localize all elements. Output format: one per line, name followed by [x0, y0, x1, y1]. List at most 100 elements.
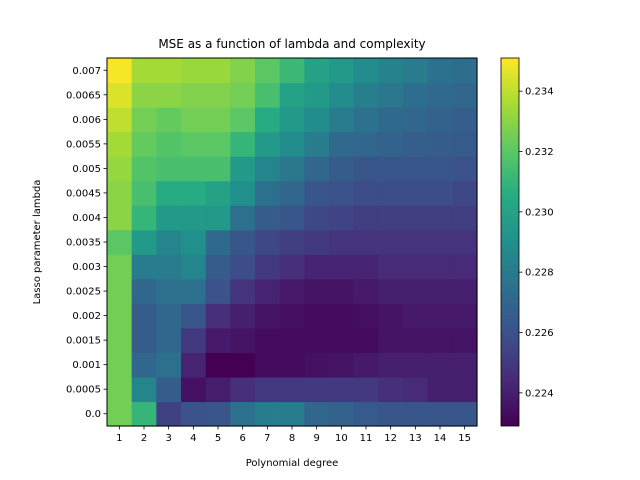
heatmap-cell	[181, 278, 207, 304]
x-tick-label: 15	[458, 433, 471, 444]
heatmap-cell	[329, 156, 355, 182]
chart-title: MSE as a function of lambda and complexi…	[158, 37, 425, 51]
heatmap-cell	[255, 107, 281, 133]
heatmap-cell	[403, 229, 429, 255]
heatmap-cell	[378, 376, 404, 403]
y-tick-label: 0.0035	[66, 238, 101, 249]
heatmap-cell	[181, 303, 207, 329]
heatmap-cell	[230, 376, 256, 403]
heatmap-cell	[181, 229, 207, 255]
heatmap-cell	[329, 303, 355, 329]
y-axis: 0.0 0.0005 0.001 0.0015 0.002 0.0025 0.003 0.00…	[66, 66, 107, 420]
heatmap-cell	[230, 278, 256, 304]
heatmap-cell	[378, 58, 404, 84]
heatmap-cell	[107, 229, 133, 255]
heatmap-cell	[403, 376, 429, 403]
heatmap-cell	[131, 180, 157, 206]
heatmap-cell	[378, 156, 404, 182]
heatmap-cell	[452, 254, 478, 280]
heatmap-cell	[427, 107, 453, 133]
heatmap-cell	[427, 254, 453, 280]
heatmap-cell	[279, 58, 305, 84]
heatmap-cell	[452, 327, 478, 353]
heatmap-cell	[304, 278, 330, 304]
heatmap-cell	[353, 107, 379, 133]
heatmap-cell	[131, 327, 157, 353]
heatmap-cell	[304, 180, 330, 206]
colorbar: 0.224 0.226 0.228 0.230 0.232 0.234	[500, 57, 554, 427]
heatmap-cell	[427, 229, 453, 255]
heatmap-cell	[156, 254, 182, 280]
y-tick-label: 0.0005	[66, 385, 101, 396]
heatmap-cell	[230, 82, 256, 108]
heatmap-cell	[304, 254, 330, 280]
heatmap-cell	[205, 156, 231, 182]
heatmap-cell	[452, 278, 478, 304]
y-tick-label: 0.003	[72, 262, 101, 273]
heatmap-cell	[279, 376, 305, 403]
heatmap-cell	[329, 58, 355, 84]
heatmap-cell	[279, 278, 305, 304]
heatmap-cell	[353, 156, 379, 182]
y-tick-label: 0.001	[72, 360, 101, 371]
y-tick-label: 0.0055	[66, 139, 101, 150]
heatmap-cell	[378, 352, 404, 378]
heatmap-cell	[181, 327, 207, 353]
colorbar-tick-label: 0.226	[525, 328, 554, 339]
heatmap-cell	[403, 401, 429, 427]
heatmap-cell	[181, 180, 207, 206]
heatmap-cells	[107, 58, 478, 427]
heatmap-cell	[131, 278, 157, 304]
heatmap-cell	[427, 131, 453, 157]
colorbar-tick-label: 0.228	[525, 268, 554, 279]
heatmap-cell	[427, 303, 453, 329]
heatmap-cell	[131, 376, 157, 403]
heatmap-cell	[378, 205, 404, 231]
heatmap-cell	[329, 376, 355, 403]
heatmap-cell	[452, 376, 478, 403]
heatmap-cell	[329, 401, 355, 427]
heatmap-cell	[230, 401, 256, 427]
heatmap-cell	[205, 278, 231, 304]
heatmap-cell	[353, 303, 379, 329]
heatmap-cell	[131, 205, 157, 231]
heatmap-cell	[403, 278, 429, 304]
heatmap-cell	[452, 82, 478, 108]
heatmap-cell	[156, 401, 182, 427]
heatmap-cell	[378, 254, 404, 280]
heatmap-cell	[279, 352, 305, 378]
heatmap-cell	[205, 107, 231, 133]
heatmap-cell	[156, 376, 182, 403]
heatmap-cell	[181, 82, 207, 108]
heatmap-cell	[427, 58, 453, 84]
y-tick-label: 0.0045	[66, 188, 101, 199]
heatmap-cell	[205, 131, 231, 157]
heatmap-cell	[304, 327, 330, 353]
heatmap-cell	[452, 303, 478, 329]
heatmap-cell	[427, 156, 453, 182]
heatmap-cell	[255, 327, 281, 353]
heatmap-cell	[403, 254, 429, 280]
heatmap-cell	[181, 58, 207, 84]
heatmap-cell	[427, 180, 453, 206]
heatmap-cell	[279, 82, 305, 108]
heatmap-cell	[181, 401, 207, 427]
heatmap-cell	[452, 205, 478, 231]
heatmap-cell	[255, 205, 281, 231]
x-tick-label: 5	[215, 433, 221, 444]
heatmap-cell	[205, 352, 231, 378]
heatmap-cell	[403, 131, 429, 157]
heatmap-cell	[452, 107, 478, 133]
heatmap-cell	[131, 131, 157, 157]
heatmap-cell	[205, 401, 231, 427]
heatmap-cell	[156, 180, 182, 206]
heatmap-cell	[230, 303, 256, 329]
heatmap-cell	[230, 58, 256, 84]
heatmap-cell	[378, 278, 404, 304]
heatmap-cell	[107, 401, 133, 427]
heatmap-cell	[353, 278, 379, 304]
heatmap-cell	[255, 352, 281, 378]
y-tick-label: 0.006	[72, 115, 101, 126]
heatmap-cell	[107, 376, 133, 403]
heatmap-cell	[279, 401, 305, 427]
